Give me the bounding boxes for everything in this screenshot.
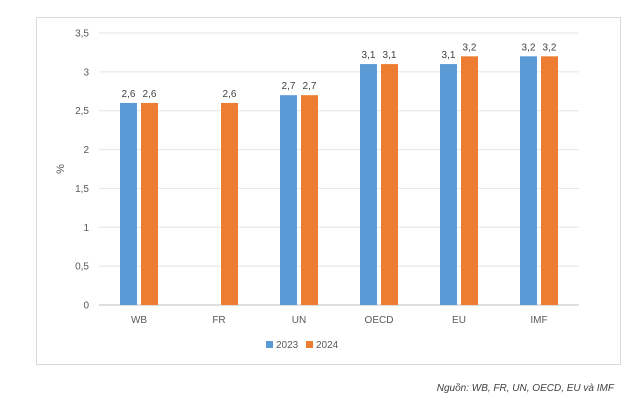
legend-swatch-2024 [306, 341, 313, 348]
data-label: 2,7 [303, 81, 317, 92]
data-label: 3,1 [442, 50, 456, 61]
bar-2024-eu [461, 56, 478, 305]
bar-2024-imf [541, 56, 558, 305]
y-axis-label: % [55, 164, 67, 174]
legend-label: 2024 [316, 340, 339, 351]
data-label: 3,2 [463, 42, 477, 53]
bar-2024-wb [141, 102, 158, 305]
data-label: 2,6 [223, 89, 237, 100]
bar-2024-oecd [381, 64, 398, 305]
bar-2024-fr [221, 102, 238, 305]
y-tick-label: 1,5 [75, 184, 89, 195]
x-tick-label: UN [292, 315, 306, 326]
legend-label: 2023 [276, 340, 299, 351]
y-tick-label: 2 [83, 145, 89, 156]
bar-2023-imf [520, 56, 537, 305]
chart-frame: 0 0,5 1 1,5 2 2,5 3 3,5% 2,6 2,6 WB 2,6 FR 2,7 2,7 UN 3,… [36, 17, 621, 365]
data-label: 2,7 [282, 81, 296, 92]
x-tick-label: EU [452, 315, 466, 326]
data-label: 3,1 [362, 50, 376, 61]
legend-swatch-2023 [266, 341, 273, 348]
x-tick-label: FR [212, 315, 225, 326]
bar-2023-eu [440, 64, 457, 305]
data-label: 3,1 [383, 50, 397, 61]
x-tick-label: IMF [530, 315, 547, 326]
bar-chart: 0 0,5 1 1,5 2 2,5 3 3,5% 2,6 2,6 WB 2,6 FR 2,7 2,7 UN 3,… [55, 29, 579, 351]
bar-2024-un [301, 95, 318, 306]
y-tick-label: 2,5 [75, 106, 89, 117]
y-tick-label: 3 [83, 67, 89, 78]
y-tick-label: 0,5 [75, 262, 89, 273]
bar-2023-wb [120, 102, 137, 305]
x-tick-label: WB [131, 315, 147, 326]
y-tick-label: 3,5 [75, 29, 89, 40]
data-label: 2,6 [122, 89, 136, 100]
y-tick-label: 1 [83, 223, 89, 234]
y-tick-label: 0 [83, 301, 89, 312]
data-label: 3,2 [543, 42, 557, 53]
data-label: 2,6 [143, 89, 157, 100]
x-tick-label: OECD [365, 315, 394, 326]
bar-2023-oecd [360, 64, 377, 305]
data-label: 3,2 [522, 42, 536, 53]
bar-2023-un [280, 95, 297, 306]
source-note: Nguồn: WB, FR, UN, OECD, EU và IMF [436, 383, 614, 394]
